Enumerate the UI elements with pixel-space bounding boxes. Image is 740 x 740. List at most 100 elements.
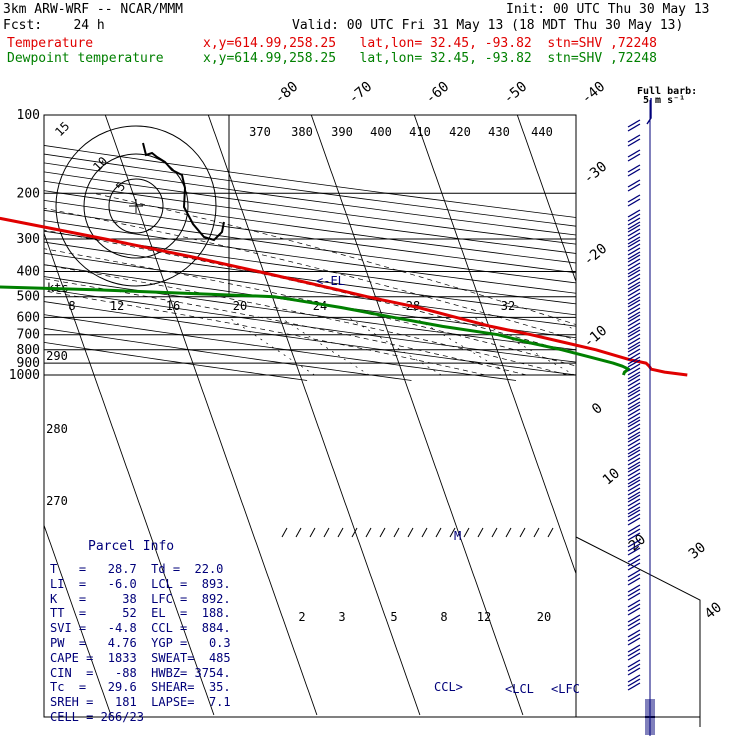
wind-barb-flag — [627, 367, 641, 376]
wind-barb-flag — [627, 532, 641, 541]
temperature-profile-line — [0, 216, 688, 377]
mixing-ratio-line — [348, 317, 442, 376]
wind-barb-flag — [627, 592, 641, 601]
wind-barb-flag — [627, 198, 641, 207]
wind-barb-flag — [627, 543, 641, 552]
theta-label: 440 — [531, 125, 553, 139]
wind-barb-flag — [627, 194, 641, 203]
lifted-parcel-tick — [491, 527, 498, 538]
wind-barb-flag — [627, 138, 641, 147]
isotherm-line — [413, 115, 576, 575]
wind-barb-flag — [627, 386, 641, 395]
wind-barb-flag — [627, 472, 641, 481]
wind-barb-flag — [627, 149, 641, 158]
wind-barb-flag — [627, 262, 641, 271]
wind-barb-flag — [627, 528, 641, 537]
wind-barb-flag — [627, 554, 641, 563]
wind-barb-flag — [627, 299, 641, 308]
wind-barb-flag — [627, 258, 641, 267]
chart-frame — [43, 114, 701, 727]
wind-barb-flag — [627, 663, 641, 672]
mixing-ratio-line — [414, 317, 512, 376]
wind-barb-flag — [627, 419, 641, 428]
wind-barb-flag — [627, 292, 641, 301]
wind-barb-flag — [627, 134, 641, 143]
parcel-info-panel: Parcel Info T = 28.7 Td = 22.0 LI = -6.0 … — [44, 537, 231, 725]
wind-barb-flag — [627, 648, 641, 657]
mixing-ratio-line — [551, 316, 576, 332]
lifted-parcel-tick — [351, 527, 358, 538]
wind-barb-flag — [627, 442, 641, 451]
hodograph-trace — [142, 142, 225, 242]
dry-adiabat-line — [44, 153, 576, 227]
temperature-tick-label: 40 — [702, 599, 725, 622]
mixing-ratio-label: 2 — [298, 610, 305, 624]
wind-barb-flag — [627, 401, 641, 410]
mixing-ratio-label: 12 — [477, 610, 491, 624]
chart-annotations: <-EL CCL> <LCL <LFC M — [281, 274, 580, 696]
wind-barb-flag — [627, 183, 641, 192]
pressure-label: 800 — [17, 343, 40, 358]
wind-barb-flag — [627, 506, 641, 515]
wind-barb-flag — [627, 251, 641, 260]
theta-label: 390 — [331, 125, 353, 139]
lifted-parcel-tick — [505, 527, 512, 538]
pressure-label: 600 — [17, 310, 40, 325]
wind-barb-flag — [627, 652, 641, 661]
pressure-label: 200 — [17, 186, 40, 201]
temperature-tick-label: -40 — [579, 79, 609, 108]
lifted-parcel-tick — [519, 527, 526, 538]
wind-barb-flag — [627, 573, 641, 582]
hodograph-axis-label: 32 — [501, 299, 515, 313]
theta-label: 400 — [370, 125, 392, 139]
wind-barb-flag — [627, 326, 641, 335]
temperature-station-info: x,y=614.99,258.25 lat,lon= 32.45, -93.82… — [203, 36, 657, 51]
pressure-label: 900 — [17, 356, 40, 371]
wind-barb-flag — [627, 599, 641, 608]
wind-barb-flag — [627, 494, 641, 503]
hodograph-axis-label: 12 — [110, 299, 124, 313]
parcel-info-row: CIN = -88 HWBZ= 3754. — [50, 665, 231, 680]
parcel-info-row: T = 28.7 Td = 22.0 — [50, 562, 224, 576]
wind-barb-flag — [627, 318, 641, 327]
wind-barb-flag — [627, 303, 641, 312]
theta-label: 380 — [291, 125, 313, 139]
parcel-info-row: K = 38 LFC = 892. — [50, 591, 231, 606]
lifted-parcel-tick — [281, 527, 288, 538]
wind-barb-flag — [627, 457, 641, 466]
isotherm-line — [723, 115, 740, 715]
isotherm-line — [44, 523, 112, 716]
mixing-ratio-label: 8 — [440, 610, 447, 624]
isotherm-line — [310, 115, 524, 716]
pressure-label: 400 — [17, 265, 40, 280]
wind-barb-flag — [627, 524, 641, 533]
wind-barb-flag — [627, 588, 641, 597]
wind-barb-flag — [627, 247, 641, 256]
forecast-hour: Fcst: 24 h — [3, 18, 105, 33]
wind-barb-flag — [627, 311, 641, 320]
wind-barb-flag — [627, 427, 641, 436]
lifted-parcel-tick — [477, 527, 484, 538]
dry-adiabat-line — [44, 276, 576, 351]
lifted-parcel-tick — [547, 527, 554, 538]
wind-barb-flag — [627, 468, 641, 477]
wind-barb-flag — [627, 674, 641, 683]
dry-adiabat-line — [44, 162, 576, 236]
wind-barb-flag — [627, 603, 641, 612]
lifted-parcel-tick — [463, 527, 470, 538]
wind-barb-flag — [627, 577, 641, 586]
dry-adiabat-line — [44, 252, 576, 327]
temperature-tick-label: -60 — [423, 79, 453, 108]
parcel-info-title: Parcel Info — [88, 539, 175, 554]
wind-barb-flag — [627, 239, 641, 248]
mixing-ratio-label: 20 — [537, 610, 551, 624]
dry-adiabat-line — [44, 199, 576, 274]
wind-barb-flag — [627, 221, 641, 230]
wind-barb-flag — [627, 307, 641, 316]
wind-barb-flag — [627, 461, 641, 470]
hodograph-axis-label: 8 — [68, 299, 75, 313]
wind-barb-flag — [627, 513, 641, 522]
wind-barb-flag — [627, 277, 641, 286]
